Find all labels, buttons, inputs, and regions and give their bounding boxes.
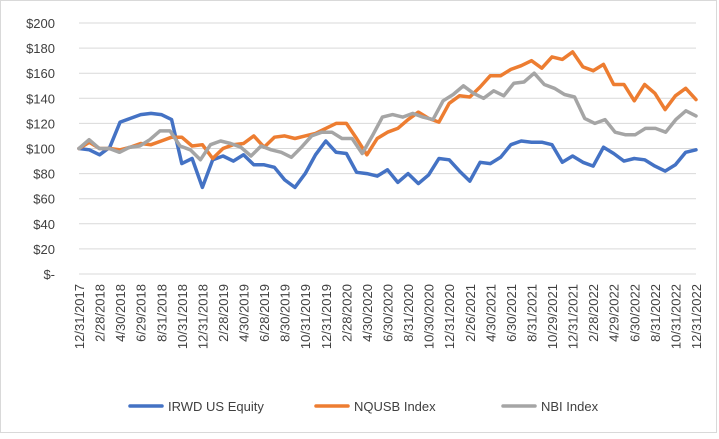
y-tick-label: $20	[33, 242, 55, 257]
y-tick-label: $120	[26, 116, 55, 131]
x-tick-label: 4/30/2019	[237, 284, 252, 342]
series-line-3	[77, 71, 698, 162]
y-tick-label: $80	[33, 167, 55, 182]
x-tick-label: 12/31/2017	[72, 284, 87, 349]
x-tick-label: 12/31/2021	[566, 284, 581, 349]
x-tick-label: 10/31/2022	[668, 284, 683, 349]
x-tick-label: 4/30/2018	[113, 284, 128, 342]
x-tick-label: 4/30/2021	[483, 284, 498, 342]
legend-label: IRWD US Equity	[168, 399, 264, 414]
x-tick-label: 8/31/2022	[648, 284, 663, 342]
x-tick-label: 2/28/2022	[586, 284, 601, 342]
legend-label: NQUSB Index	[354, 399, 436, 414]
x-tick-label: 8/31/2021	[524, 284, 539, 342]
x-tick-label: 2/28/2018	[93, 284, 108, 342]
legend-label: NBI Index	[541, 399, 599, 414]
series-line-2	[77, 50, 698, 161]
y-tick-label: $100	[26, 142, 55, 157]
series-lines	[77, 50, 698, 190]
x-tick-label: 10/31/2018	[175, 284, 190, 349]
y-tick-label: $-	[43, 267, 55, 282]
x-tick-label: 10/30/2020	[422, 284, 437, 349]
x-tick-label: 10/31/2019	[298, 284, 313, 349]
x-tick-label: 6/30/2022	[627, 284, 642, 342]
x-tick-label: 6/28/2019	[257, 284, 272, 342]
x-tick-label: 12/31/2022	[689, 284, 704, 349]
x-tick-label: 10/29/2021	[545, 284, 560, 349]
x-tick-label: 12/31/2020	[442, 284, 457, 349]
x-tick-label: 4/29/2022	[607, 284, 622, 342]
y-axis-tick-labels: $- $20 $40 $60 $80 $100 $120 $140 $160 $180 $200	[26, 16, 55, 282]
x-tick-label: 6/29/2018	[134, 284, 149, 342]
legend: IRWD US Equity NQUSB Index NBI Index	[128, 399, 599, 414]
x-tick-label: 6/30/2021	[504, 284, 519, 342]
y-tick-label: $40	[33, 217, 55, 232]
x-tick-label: 8/31/2018	[154, 284, 169, 342]
x-tick-label: 12/31/2018	[195, 284, 210, 349]
y-tick-label: $180	[26, 41, 55, 56]
x-tick-label: 6/30/2020	[381, 284, 396, 342]
x-axis-tick-labels: 12/31/2017 2/28/2018 4/30/2018 6/29/2018 8/3…	[72, 284, 704, 349]
y-tick-label: $60	[33, 192, 55, 207]
series-line-1	[77, 111, 698, 190]
y-tick-label: $160	[26, 66, 55, 81]
y-tick-label: $140	[26, 91, 55, 106]
x-tick-label: 8/30/2019	[278, 284, 293, 342]
x-tick-label: 8/31/2020	[401, 284, 416, 342]
x-tick-label: 4/30/2020	[360, 284, 375, 342]
y-tick-label: $200	[26, 16, 55, 31]
x-tick-label: 2/28/2020	[339, 284, 354, 342]
x-tick-label: 2/26/2021	[463, 284, 478, 342]
x-tick-label: 2/28/2019	[216, 284, 231, 342]
x-tick-label: 12/31/2019	[319, 284, 334, 349]
